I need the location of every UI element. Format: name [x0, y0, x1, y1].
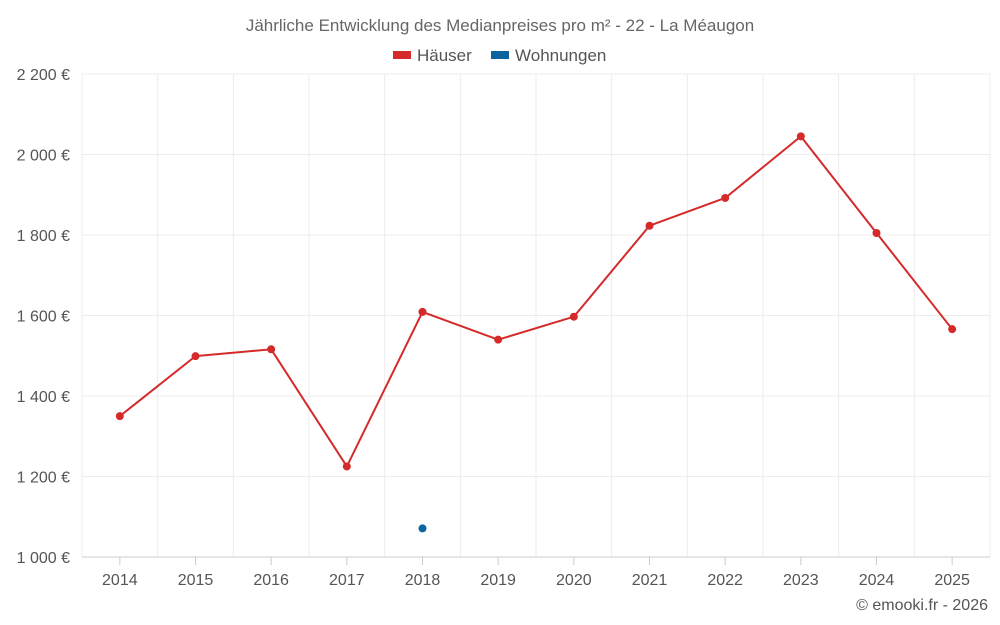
legend-label-1: Wohnungen: [515, 46, 606, 65]
data-point-0-2017: [342, 462, 351, 471]
x-tick-label: 2018: [405, 572, 441, 589]
y-tick-label: 2 200 €: [17, 67, 70, 84]
x-tick-label: 2023: [783, 572, 819, 589]
legend-label-0: Häuser: [417, 46, 472, 65]
data-point-0-2015: [191, 352, 200, 361]
y-tick-label: 1 800 €: [17, 228, 70, 245]
data-point-0-2021: [645, 221, 654, 230]
y-tick-label: 1 000 €: [17, 550, 70, 567]
x-tick-label: 2020: [556, 572, 592, 589]
data-point-0-2014: [115, 412, 124, 421]
data-point-0-2022: [721, 193, 730, 202]
data-point-1-2018: [418, 524, 427, 533]
x-tick-label: 2024: [859, 572, 895, 589]
x-tick-label: 2025: [934, 572, 970, 589]
data-point-0-2016: [267, 345, 276, 354]
legend-swatch-0: [393, 51, 411, 59]
x-tick-label: 2017: [329, 572, 365, 589]
y-axis: 1 000 € 1 200 € 1 400 € 1 600 € 1 800 € 2 000…: [17, 67, 70, 567]
data-point-0-2025: [948, 325, 957, 334]
series-layer: [115, 132, 957, 533]
y-tick-label: 1 400 €: [17, 389, 70, 406]
credit-text: © emooki.fr - 2026: [856, 597, 988, 614]
x-tick-label: 2014: [102, 572, 138, 589]
data-point-0-2020: [569, 312, 578, 321]
legend-swatch-1: [491, 51, 509, 59]
grid-lines: [81, 73, 991, 558]
y-tick-label: 1 200 €: [17, 470, 70, 487]
x-tick-label: 2021: [632, 572, 668, 589]
data-point-0-2023: [796, 132, 805, 141]
x-tick-label: 2022: [707, 572, 743, 589]
x-tick-label: 2016: [253, 572, 289, 589]
chart-title: Jährliche Entwicklung des Medianpreises …: [246, 16, 754, 35]
series-line-0: [119, 135, 953, 468]
x-tick-label: 2015: [178, 572, 214, 589]
y-tick-label: 1 600 €: [17, 309, 70, 326]
data-point-0-2019: [494, 335, 503, 344]
data-point-0-2024: [872, 228, 881, 237]
legend: Häuser Wohnungen: [393, 46, 606, 65]
x-axis: 2014 2015 2016 2017 2018 2019 2020 2021 2022 2023…: [82, 556, 990, 589]
x-tick-label: 2019: [480, 572, 516, 589]
y-tick-label: 2 000 €: [17, 148, 70, 165]
data-point-0-2018: [418, 307, 427, 316]
